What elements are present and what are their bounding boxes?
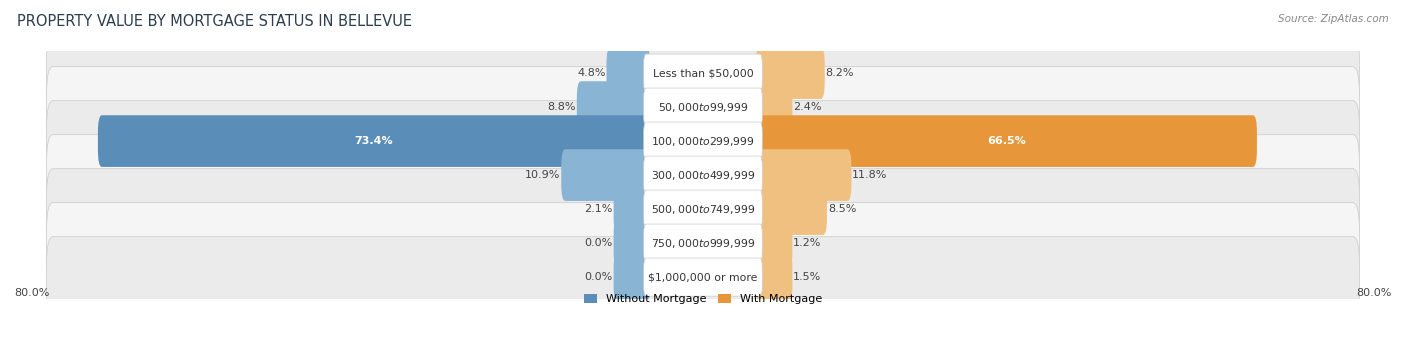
FancyBboxPatch shape: [644, 190, 762, 228]
Text: PROPERTY VALUE BY MORTGAGE STATUS IN BELLEVUE: PROPERTY VALUE BY MORTGAGE STATUS IN BEL…: [17, 14, 412, 29]
Text: $100,000 to $299,999: $100,000 to $299,999: [651, 135, 755, 148]
FancyBboxPatch shape: [613, 183, 650, 235]
FancyBboxPatch shape: [644, 156, 762, 194]
Text: Less than $50,000: Less than $50,000: [652, 68, 754, 78]
FancyBboxPatch shape: [756, 115, 1257, 167]
FancyBboxPatch shape: [98, 115, 650, 167]
FancyBboxPatch shape: [644, 54, 762, 92]
FancyBboxPatch shape: [644, 258, 762, 296]
FancyBboxPatch shape: [46, 237, 1360, 318]
Text: 11.8%: 11.8%: [852, 170, 887, 180]
FancyBboxPatch shape: [756, 149, 852, 201]
FancyBboxPatch shape: [46, 101, 1360, 182]
Text: $750,000 to $999,999: $750,000 to $999,999: [651, 237, 755, 250]
FancyBboxPatch shape: [756, 183, 827, 235]
Text: 4.8%: 4.8%: [578, 68, 606, 78]
FancyBboxPatch shape: [756, 81, 793, 133]
Text: 8.5%: 8.5%: [828, 204, 856, 214]
FancyBboxPatch shape: [613, 251, 650, 303]
Text: 0.0%: 0.0%: [585, 272, 613, 282]
FancyBboxPatch shape: [46, 203, 1360, 284]
Text: 1.2%: 1.2%: [793, 238, 821, 248]
Text: 8.8%: 8.8%: [547, 102, 576, 112]
Text: Source: ZipAtlas.com: Source: ZipAtlas.com: [1278, 14, 1389, 23]
FancyBboxPatch shape: [756, 251, 793, 303]
Text: $1,000,000 or more: $1,000,000 or more: [648, 272, 758, 282]
FancyBboxPatch shape: [561, 149, 650, 201]
FancyBboxPatch shape: [644, 224, 762, 262]
FancyBboxPatch shape: [46, 135, 1360, 216]
FancyBboxPatch shape: [644, 122, 762, 160]
Text: $500,000 to $749,999: $500,000 to $749,999: [651, 203, 755, 216]
FancyBboxPatch shape: [756, 217, 793, 269]
Text: 2.4%: 2.4%: [793, 102, 821, 112]
FancyBboxPatch shape: [46, 169, 1360, 250]
Text: $300,000 to $499,999: $300,000 to $499,999: [651, 169, 755, 182]
Text: 8.2%: 8.2%: [825, 68, 853, 78]
FancyBboxPatch shape: [576, 81, 650, 133]
Legend: Without Mortgage, With Mortgage: Without Mortgage, With Mortgage: [579, 289, 827, 308]
Text: 0.0%: 0.0%: [585, 238, 613, 248]
FancyBboxPatch shape: [756, 47, 825, 99]
Text: 73.4%: 73.4%: [354, 136, 394, 146]
FancyBboxPatch shape: [46, 67, 1360, 148]
Text: 66.5%: 66.5%: [987, 136, 1026, 146]
FancyBboxPatch shape: [644, 88, 762, 126]
FancyBboxPatch shape: [46, 33, 1360, 114]
Text: 2.1%: 2.1%: [585, 204, 613, 214]
Text: $50,000 to $99,999: $50,000 to $99,999: [658, 101, 748, 114]
Text: 10.9%: 10.9%: [524, 170, 561, 180]
Text: 80.0%: 80.0%: [14, 288, 49, 298]
FancyBboxPatch shape: [613, 217, 650, 269]
FancyBboxPatch shape: [606, 47, 650, 99]
Text: 1.5%: 1.5%: [793, 272, 821, 282]
Text: 80.0%: 80.0%: [1357, 288, 1392, 298]
